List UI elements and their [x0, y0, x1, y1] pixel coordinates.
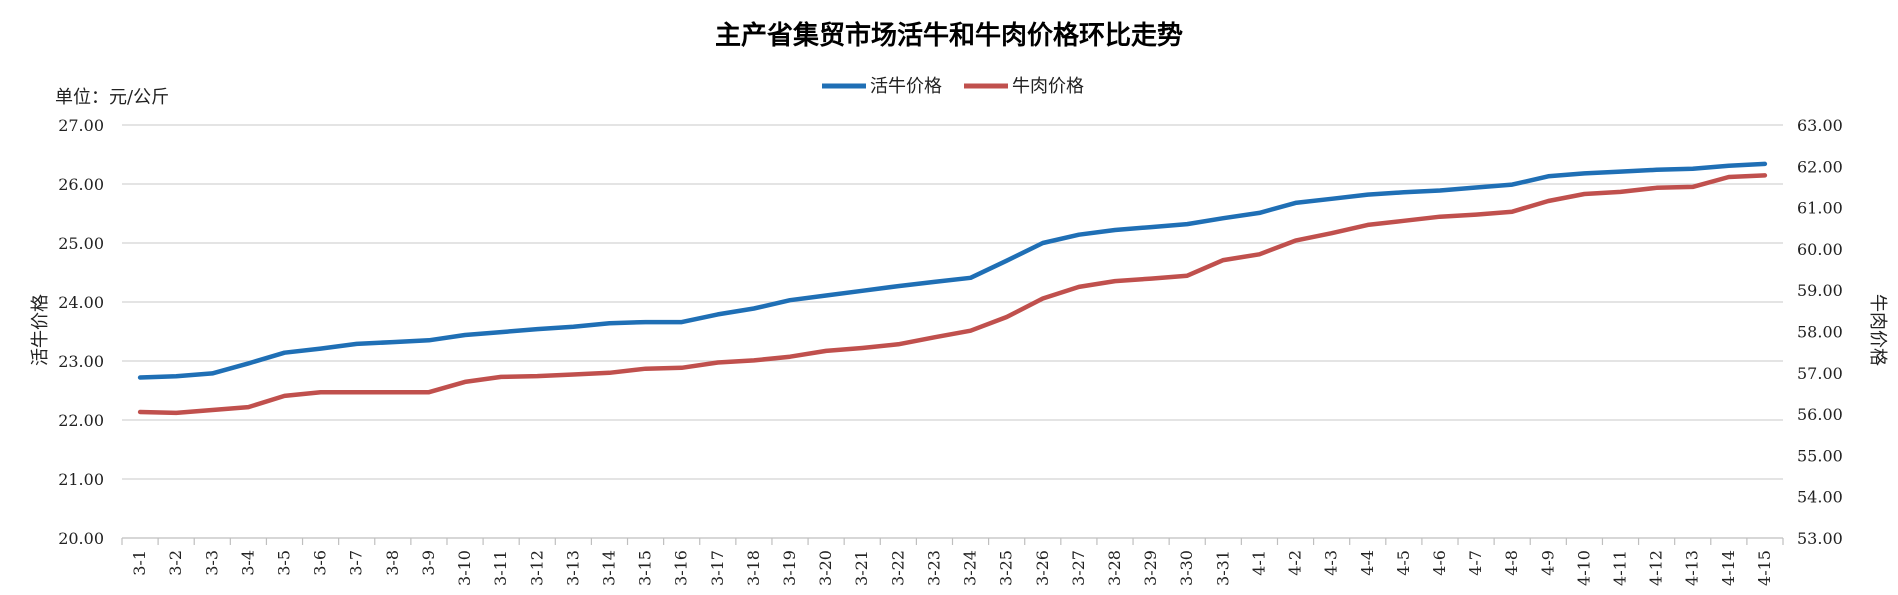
x-tick-label: 3-23: [924, 550, 943, 586]
right-tick-label: 60.00: [1797, 240, 1843, 259]
right-tick-label: 63.00: [1797, 116, 1843, 135]
x-axis: 3-1 3-2 3-3 3-4 3-5 3-6 3-7 3-8 3-9 3-10 3-11 3-12 3…: [121, 537, 1784, 586]
x-tick-label: 4-11: [1611, 550, 1630, 586]
left-tick-label: 24.00: [58, 293, 104, 312]
x-tick-label: 3-25: [997, 550, 1016, 586]
x-tick-label: 3-27: [1069, 550, 1088, 586]
right-tick-label: 54.00: [1797, 488, 1843, 507]
right-axis-ticks: 53.00 54.00 55.00 56.00 57.00 58.00 59.00 60.00…: [1797, 116, 1843, 548]
x-tick-label: 3-3: [202, 550, 221, 576]
x-tick-label: 4-5: [1394, 550, 1413, 576]
gridlines: [122, 124, 1783, 480]
unit-label: 单位：元/公斤: [55, 87, 169, 108]
x-tick-label: 4-13: [1683, 550, 1702, 586]
left-tick-label: 26.00: [58, 175, 104, 194]
x-tick-label: 3-1: [130, 550, 149, 576]
legend: 活牛价格 牛肉价格: [822, 76, 1084, 97]
right-axis-title: 牛肉价格: [1867, 294, 1888, 366]
left-axis-title: 活牛价格: [30, 294, 51, 366]
x-tick-label: 3-31: [1213, 550, 1232, 586]
x-tick-label: 3-17: [708, 550, 727, 586]
x-tick-label: 3-29: [1141, 550, 1160, 586]
x-tick-label: 4-1: [1249, 550, 1268, 576]
x-tick-label: 3-7: [347, 550, 366, 576]
x-tick-label: 4-12: [1647, 550, 1666, 586]
x-tick-label: 3-14: [599, 550, 618, 586]
x-tick-label: 3-28: [1105, 550, 1124, 586]
x-tick-label: 3-11: [491, 550, 510, 586]
left-axis-ticks: 20.00 21.00 22.00 23.00 24.00 25.00 26.00 27.00: [58, 116, 104, 548]
left-tick-label: 27.00: [58, 116, 104, 135]
right-tick-label: 61.00: [1797, 199, 1843, 218]
x-tick-label: 3-13: [563, 550, 582, 586]
left-tick-label: 25.00: [58, 234, 104, 253]
left-tick-label: 21.00: [58, 470, 104, 489]
x-tick-label: 4-3: [1322, 550, 1341, 576]
x-tick-label: 3-6: [311, 550, 330, 576]
left-tick-label: 22.00: [58, 411, 104, 430]
x-tick-label: 3-4: [238, 550, 257, 576]
x-tick-label: 4-14: [1719, 550, 1738, 586]
x-tick-label: 4-8: [1502, 550, 1521, 576]
x-tick-label: 4-6: [1430, 550, 1449, 576]
legend-label-beef: 牛肉价格: [1012, 76, 1084, 97]
x-tick-label: 3-21: [852, 550, 871, 586]
x-tick-label: 3-8: [383, 550, 402, 576]
x-tick-label: 3-22: [888, 550, 907, 586]
right-tick-label: 58.00: [1797, 323, 1843, 342]
right-tick-label: 53.00: [1797, 529, 1843, 548]
left-tick-label: 23.00: [58, 352, 104, 371]
x-tick-label: 4-7: [1466, 550, 1485, 576]
x-tick-label: 3-16: [672, 550, 691, 586]
x-tick-label: 4-9: [1538, 550, 1557, 576]
x-tick-label: 3-24: [961, 550, 980, 586]
right-tick-label: 57.00: [1797, 364, 1843, 383]
right-tick-label: 62.00: [1797, 157, 1843, 176]
series-line-beef: [137, 173, 1768, 416]
series-line-live-cattle: [137, 161, 1768, 380]
x-tick-label: 3-15: [636, 550, 655, 586]
x-tick-label: 3-20: [816, 550, 835, 586]
x-tick-label: 3-18: [744, 550, 763, 586]
x-tick-label: 3-30: [1177, 550, 1196, 586]
x-tick-label: 3-10: [455, 550, 474, 586]
left-tick-label: 20.00: [58, 529, 104, 548]
x-tick-label: 3-26: [1033, 550, 1052, 586]
x-tick-label: 4-15: [1755, 550, 1774, 586]
x-tick-label: 3-2: [166, 550, 185, 576]
series-layer: [137, 161, 1768, 416]
x-tick-label: 3-19: [780, 550, 799, 586]
x-tick-label: 4-2: [1286, 550, 1305, 576]
right-tick-label: 56.00: [1797, 405, 1843, 424]
right-tick-label: 59.00: [1797, 281, 1843, 300]
x-tick-label: 4-4: [1358, 550, 1377, 576]
x-tick-label: 3-5: [274, 550, 293, 576]
x-tick-label: 3-12: [527, 550, 546, 586]
chart-title: 主产省集贸市场活牛和牛肉价格环比走势: [715, 20, 1183, 51]
right-tick-label: 55.00: [1797, 446, 1843, 465]
x-tick-label: 3-9: [419, 550, 438, 576]
x-tick-label: 4-10: [1574, 550, 1593, 586]
legend-label-live-cattle: 活牛价格: [870, 76, 942, 97]
